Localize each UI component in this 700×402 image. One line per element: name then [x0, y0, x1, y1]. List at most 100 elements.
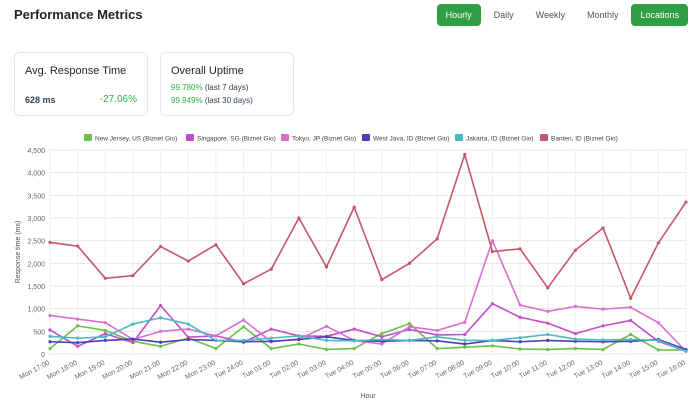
legend-item: Banten, ID (Biznet Gio) [540, 134, 618, 143]
data-point [76, 324, 80, 328]
data-point [463, 345, 467, 349]
data-point [324, 324, 329, 328]
data-point [159, 303, 163, 308]
data-point [490, 249, 495, 254]
data-point [656, 321, 660, 325]
data-point [573, 304, 577, 308]
legend-label: West Java, ID (Biznet Gio) [373, 136, 449, 143]
tab-hourly[interactable]: Hourly [436, 4, 481, 26]
x-tick-label: Mon 19:00 [74, 360, 107, 382]
x-tick-label: Mon 22:00 [157, 360, 190, 382]
data-point [76, 317, 80, 321]
tab-weekly[interactable]: Weekly [535, 10, 565, 20]
data-point [518, 315, 522, 319]
data-point [435, 237, 439, 241]
tab-daily[interactable]: Daily [493, 10, 514, 20]
legend-item: Jakarta, ID (Biznet Gio) [455, 134, 534, 143]
uptime-30-days-pct: 99.949% [171, 96, 203, 105]
data-point [629, 305, 633, 309]
data-point [269, 267, 273, 271]
data-point [601, 324, 605, 328]
data-point [546, 286, 550, 290]
data-point [601, 338, 605, 342]
x-tick-label: Tue 07:00 [407, 360, 438, 381]
x-tick-label: Tue 06:00 [380, 360, 411, 381]
legend-item: New Jersey, US (Biznet Gio) [84, 134, 177, 143]
data-point [629, 318, 633, 323]
data-point [435, 328, 439, 333]
data-point [159, 316, 163, 320]
data-point [629, 332, 633, 337]
legend-label: Banten, ID (Biznet Gio) [551, 136, 618, 143]
data-point [297, 216, 301, 220]
data-point [103, 321, 107, 325]
x-tick-label: Tue 12:00 [545, 360, 576, 381]
legend-label: Singapore, SG (Biznet Gio) [197, 136, 276, 143]
uptime-30-days-period: (last 30 days) [204, 96, 253, 105]
data-point [186, 259, 190, 263]
data-point [380, 342, 384, 346]
response-time-value: 628 ms [25, 95, 56, 105]
x-tick-label: Tue 10:00 [490, 360, 521, 381]
x-tick-label: Tue 01:00 [241, 360, 272, 381]
series-line [49, 316, 687, 353]
data-point [214, 338, 218, 342]
data-point [435, 339, 439, 343]
data-point [573, 346, 577, 351]
series-line [49, 322, 686, 351]
data-point [380, 278, 384, 282]
legend-swatch [84, 134, 92, 141]
data-point [656, 348, 660, 352]
y-tick-label: 2,500 [27, 239, 45, 246]
x-tick-label: Mon 23:00 [184, 360, 217, 382]
data-point [186, 335, 190, 339]
data-point [48, 334, 52, 338]
data-point [407, 261, 412, 265]
data-point [48, 240, 52, 245]
data-point [131, 273, 135, 278]
data-point [324, 338, 329, 342]
data-point [573, 337, 577, 341]
data-point [297, 334, 301, 338]
data-point [324, 347, 329, 352]
tab-locations[interactable]: Locations [631, 4, 688, 26]
legend-item: Tokyo, JP (Biznet Gio) [281, 134, 356, 143]
legend-label: Tokyo, JP (Biznet Gio) [292, 136, 356, 143]
data-point [490, 344, 495, 348]
legend-swatch [362, 134, 370, 141]
data-point [241, 338, 246, 342]
data-point [518, 247, 522, 251]
uptime-title: Overall Uptime [171, 65, 244, 77]
x-tick-label: Tue 04:00 [324, 360, 355, 381]
data-point [76, 244, 80, 248]
y-tick-label: 3,000 [27, 216, 45, 223]
x-tick-label: Tue 02:00 [269, 360, 300, 381]
data-point [407, 325, 412, 329]
data-point [352, 205, 356, 209]
data-point [269, 339, 273, 343]
data-point [546, 332, 550, 337]
data-point [380, 332, 384, 336]
y-tick-label: 0 [41, 352, 45, 359]
x-tick-label: Tue 03:00 [297, 360, 328, 381]
uptime-card: Overall Uptime 99.780% (last 7 days) 99.… [160, 52, 294, 116]
data-point [463, 152, 467, 157]
data-point [159, 344, 163, 348]
legend-swatch [281, 134, 289, 141]
legend-item: West Java, ID (Biznet Gio) [362, 134, 449, 143]
data-point [546, 309, 550, 313]
tab-monthly[interactable]: Monthly [586, 10, 619, 20]
data-point [463, 338, 467, 342]
y-tick-label: 4,500 [27, 148, 45, 155]
legend-swatch [455, 134, 463, 141]
data-point [490, 239, 495, 243]
data-point [103, 332, 107, 336]
x-tick-label: Tue 14:00 [601, 360, 632, 381]
data-point [518, 340, 522, 344]
data-point [241, 325, 246, 329]
data-point [463, 342, 467, 346]
legend-item: Singapore, SG (Biznet Gio) [186, 134, 276, 143]
data-point [186, 322, 190, 326]
data-point [518, 303, 522, 307]
uptime-30-days: 99.949% (last 30 days) [171, 96, 253, 105]
